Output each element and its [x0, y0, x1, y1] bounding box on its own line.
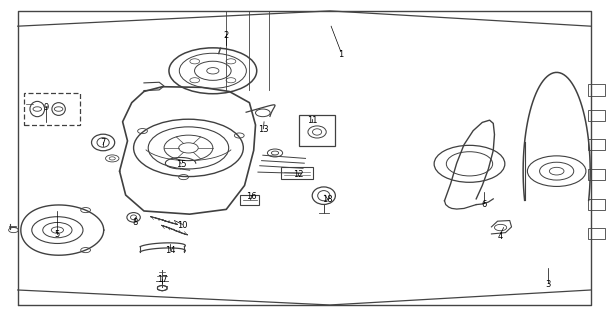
- Text: 3: 3: [545, 280, 550, 289]
- Bar: [588, 228, 605, 239]
- Bar: [588, 84, 605, 96]
- Bar: [588, 139, 605, 150]
- Text: 14: 14: [165, 246, 175, 255]
- Text: 8: 8: [132, 218, 137, 227]
- Text: 12: 12: [293, 170, 304, 179]
- Text: 18: 18: [322, 195, 333, 204]
- Bar: [588, 169, 605, 180]
- Text: 17: 17: [157, 275, 167, 284]
- Text: 4: 4: [498, 232, 503, 241]
- Text: 2: 2: [224, 31, 229, 40]
- Text: 10: 10: [177, 221, 188, 230]
- Bar: [588, 110, 605, 121]
- Bar: [281, 167, 313, 179]
- Text: 5: 5: [55, 230, 60, 239]
- Text: 1: 1: [338, 50, 343, 59]
- Text: 6: 6: [481, 200, 487, 209]
- Bar: [588, 199, 605, 210]
- Text: 7: 7: [100, 138, 106, 147]
- Bar: [240, 195, 259, 204]
- Bar: [299, 116, 335, 146]
- Text: 13: 13: [258, 125, 269, 134]
- Text: 9: 9: [44, 103, 49, 112]
- Text: 16: 16: [247, 192, 257, 201]
- Bar: [24, 93, 80, 125]
- Text: 11: 11: [307, 116, 318, 125]
- Text: 15: 15: [176, 160, 186, 169]
